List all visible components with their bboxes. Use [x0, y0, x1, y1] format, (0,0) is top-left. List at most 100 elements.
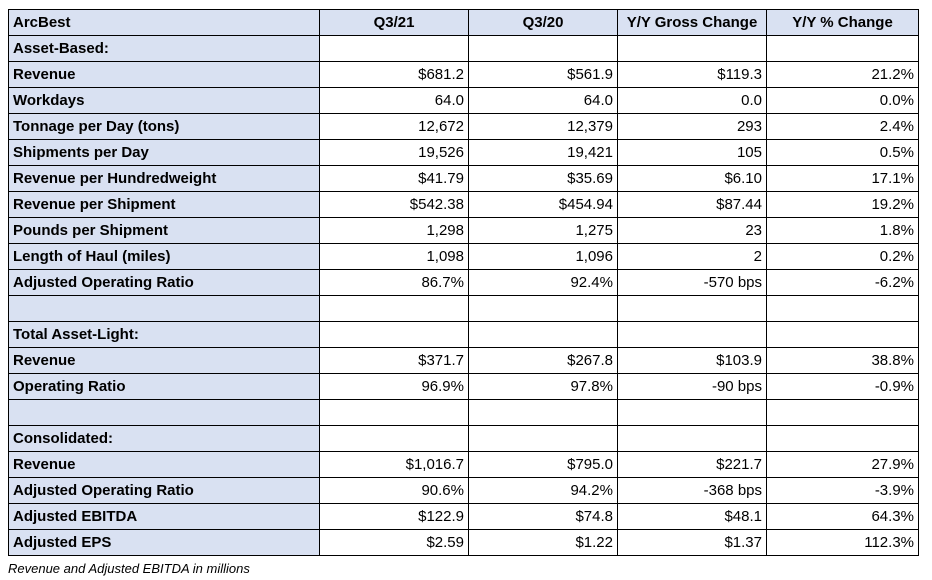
- table-row: Revenue $371.7 $267.8 $103.9 38.8%: [8, 347, 919, 374]
- cell-yy-gross-change: [617, 35, 767, 62]
- cell-q3-21: [319, 399, 469, 426]
- results-table: ArcBest Q3/21 Q3/20 Y/Y Gross Change Y/Y…: [8, 9, 919, 556]
- cell-yy-pct-change: 112.3%: [766, 529, 919, 556]
- results-table-container: ArcBest Q3/21 Q3/20 Y/Y Gross Change Y/Y…: [8, 9, 919, 576]
- cell-q3-20: [468, 321, 618, 348]
- cell-yy-gross-change: $87.44: [617, 191, 767, 218]
- cell-yy-pct-change: 64.3%: [766, 503, 919, 530]
- cell-q3-21: 1,098: [319, 243, 469, 270]
- cell-yy-pct-change: -3.9%: [766, 477, 919, 504]
- cell-yy-pct-change: [766, 399, 919, 426]
- row-label: Revenue per Shipment: [8, 191, 320, 218]
- table-row: Adjusted Operating Ratio 86.7% 92.4% -570 b…: [8, 269, 919, 296]
- section-label: Total Asset-Light:: [8, 321, 320, 348]
- cell-q3-21: $542.38: [319, 191, 469, 218]
- header-q3-21: Q3/21: [319, 9, 469, 36]
- cell-q3-21: 12,672: [319, 113, 469, 140]
- cell-yy-gross-change: 105: [617, 139, 767, 166]
- row-label: Operating Ratio: [8, 373, 320, 400]
- cell-q3-20: [468, 295, 618, 322]
- cell-q3-21: 90.6%: [319, 477, 469, 504]
- cell-yy-gross-change: [617, 399, 767, 426]
- cell-yy-gross-change: [617, 425, 767, 452]
- row-label: Pounds per Shipment: [8, 217, 320, 244]
- row-label: Revenue per Hundredweight: [8, 165, 320, 192]
- section-row: Consolidated:: [8, 425, 919, 452]
- cell-yy-pct-change: [766, 295, 919, 322]
- cell-q3-21: 86.7%: [319, 269, 469, 296]
- cell-q3-20: $795.0: [468, 451, 618, 478]
- cell-yy-pct-change: 0.5%: [766, 139, 919, 166]
- header-yy-gross-change: Y/Y Gross Change: [617, 9, 767, 36]
- cell-yy-gross-change: -368 bps: [617, 477, 767, 504]
- cell-q3-20: $267.8: [468, 347, 618, 374]
- table-body: Asset-Based: Revenue $681.2 $561.9 $119.3 21.…: [8, 35, 919, 556]
- table-row: Adjusted Operating Ratio 90.6% 94.2% -368 b…: [8, 477, 919, 504]
- section-label: Consolidated:: [8, 425, 320, 452]
- cell-q3-20: 94.2%: [468, 477, 618, 504]
- cell-q3-21: $1,016.7: [319, 451, 469, 478]
- header-yy-pct-change: Y/Y % Change: [766, 9, 919, 36]
- cell-yy-gross-change: [617, 295, 767, 322]
- table-row: Workdays 64.0 64.0 0.0 0.0%: [8, 87, 919, 114]
- table-row: Length of Haul (miles) 1,098 1,096 2 0.2%: [8, 243, 919, 270]
- cell-yy-pct-change: 19.2%: [766, 191, 919, 218]
- table-row: Operating Ratio 96.9% 97.8% -90 bps -0.9%: [8, 373, 919, 400]
- section-row: Total Asset-Light:: [8, 321, 919, 348]
- section-label: Asset-Based:: [8, 35, 320, 62]
- cell-q3-20: $561.9: [468, 61, 618, 88]
- header-row: ArcBest Q3/21 Q3/20 Y/Y Gross Change Y/Y…: [8, 9, 919, 36]
- cell-q3-20: 12,379: [468, 113, 618, 140]
- row-label: Adjusted Operating Ratio: [8, 477, 320, 504]
- cell-q3-21: 19,526: [319, 139, 469, 166]
- cell-yy-pct-change: [766, 425, 919, 452]
- table-row: Revenue per Hundredweight $41.79 $35.69 $6.…: [8, 165, 919, 192]
- cell-q3-21: [319, 35, 469, 62]
- row-label: Adjusted EPS: [8, 529, 320, 556]
- cell-q3-20: $454.94: [468, 191, 618, 218]
- cell-q3-20: 1,096: [468, 243, 618, 270]
- spacer-row: [8, 295, 919, 322]
- cell-yy-pct-change: [766, 35, 919, 62]
- cell-yy-pct-change: -6.2%: [766, 269, 919, 296]
- cell-yy-gross-change: $221.7: [617, 451, 767, 478]
- cell-yy-gross-change: $1.37: [617, 529, 767, 556]
- cell-q3-20: [468, 425, 618, 452]
- row-label: Revenue: [8, 61, 320, 88]
- cell-q3-20: $74.8: [468, 503, 618, 530]
- cell-q3-20: $1.22: [468, 529, 618, 556]
- row-label: Adjusted Operating Ratio: [8, 269, 320, 296]
- cell-q3-21: 96.9%: [319, 373, 469, 400]
- row-label: Revenue: [8, 347, 320, 374]
- cell-yy-pct-change: 38.8%: [766, 347, 919, 374]
- cell-yy-pct-change: 0.2%: [766, 243, 919, 270]
- cell-yy-pct-change: 1.8%: [766, 217, 919, 244]
- cell-q3-20: $35.69: [468, 165, 618, 192]
- row-label: Adjusted EBITDA: [8, 503, 320, 530]
- table-row: Revenue per Shipment $542.38 $454.94 $87.44…: [8, 191, 919, 218]
- cell-yy-gross-change: $6.10: [617, 165, 767, 192]
- row-label: Workdays: [8, 87, 320, 114]
- header-company: ArcBest: [8, 9, 320, 36]
- cell-q3-21: $41.79: [319, 165, 469, 192]
- cell-q3-20: 1,275: [468, 217, 618, 244]
- cell-yy-gross-change: [617, 321, 767, 348]
- spacer-row: [8, 399, 919, 426]
- cell-yy-pct-change: 21.2%: [766, 61, 919, 88]
- table-row: Shipments per Day 19,526 19,421 105 0.5%: [8, 139, 919, 166]
- table-row: Tonnage per Day (tons) 12,672 12,379 293 2.4…: [8, 113, 919, 140]
- cell-yy-gross-change: -570 bps: [617, 269, 767, 296]
- row-label: Revenue: [8, 451, 320, 478]
- cell-yy-gross-change: $103.9: [617, 347, 767, 374]
- cell-yy-gross-change: 2: [617, 243, 767, 270]
- cell-yy-pct-change: 27.9%: [766, 451, 919, 478]
- cell-q3-20: [468, 35, 618, 62]
- table-row: Revenue $681.2 $561.9 $119.3 21.2%: [8, 61, 919, 88]
- cell-q3-21: 1,298: [319, 217, 469, 244]
- section-row: Asset-Based:: [8, 35, 919, 62]
- cell-q3-20: 97.8%: [468, 373, 618, 400]
- cell-yy-gross-change: $119.3: [617, 61, 767, 88]
- table-row: Adjusted EBITDA $122.9 $74.8 $48.1 64.3%: [8, 503, 919, 530]
- cell-yy-pct-change: -0.9%: [766, 373, 919, 400]
- row-label: Shipments per Day: [8, 139, 320, 166]
